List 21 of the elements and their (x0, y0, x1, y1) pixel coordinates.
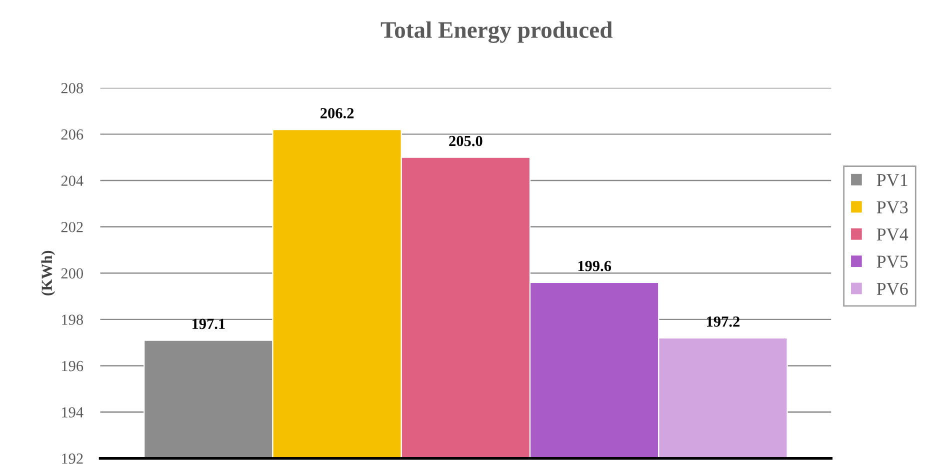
y-tick-label: 202 (61, 222, 83, 232)
y-tick-label: 204 (61, 176, 84, 186)
y-tick-label: 208 (61, 83, 84, 94)
y-tick-label: 200 (61, 268, 84, 279)
data-label: 199.6 (578, 260, 612, 272)
y-tick-label: 196 (62, 360, 84, 372)
legend-label: PV1 (876, 174, 908, 186)
legend-label: PV6 (876, 282, 908, 296)
y-tick-label: 198 (62, 314, 84, 325)
y-tick-label: 192 (62, 454, 83, 464)
data-label: 197.1 (192, 318, 225, 330)
y-axis-title: (KWh) (41, 250, 56, 296)
data-label: 206.2 (320, 108, 354, 118)
data-label: 197.2 (706, 316, 740, 327)
legend-label: PV4 (876, 228, 908, 241)
data-label: 205.0 (449, 136, 482, 146)
y-tick-label: 206 (61, 129, 84, 140)
chart-title: Total Energy produced (380, 21, 612, 43)
y-tick-label: 194 (62, 407, 84, 418)
legend-label: PV5 (876, 256, 908, 268)
legend-label: PV3 (876, 201, 908, 214)
